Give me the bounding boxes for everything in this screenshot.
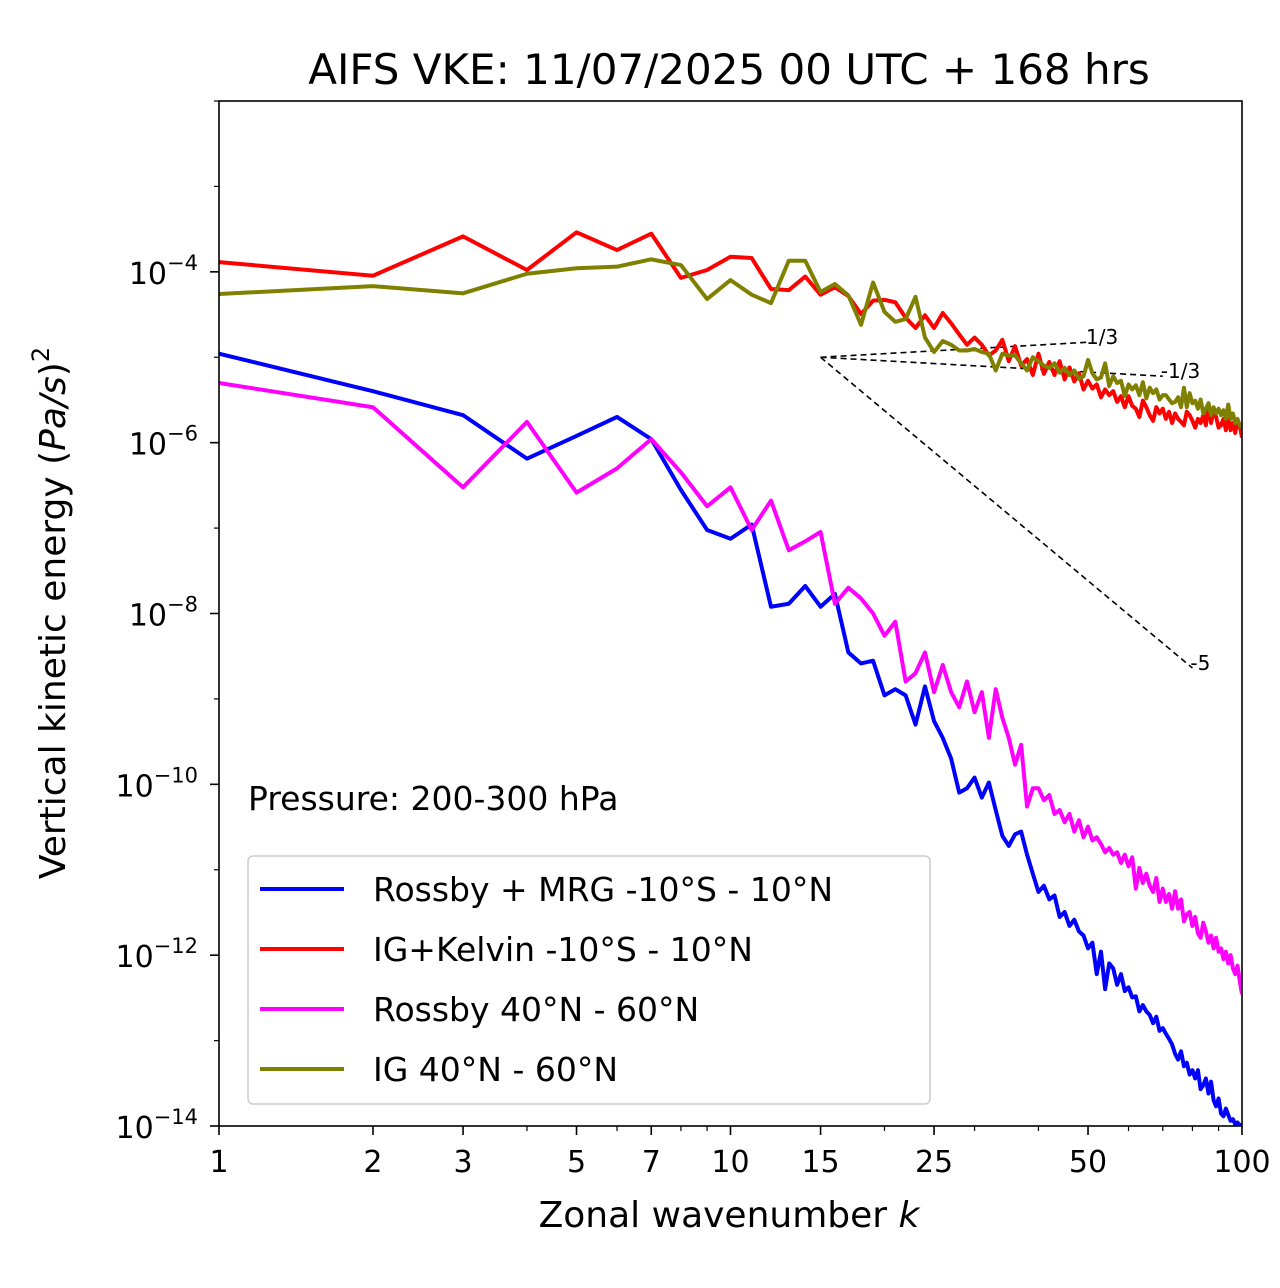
series-line <box>219 380 1242 995</box>
x-tick-label: 7 <box>642 1145 661 1180</box>
x-axis-label: Zonal wavenumber k <box>539 1195 922 1236</box>
y-tick-exponent: −10 <box>154 763 198 787</box>
legend-box <box>247 855 931 1105</box>
series-line <box>219 257 1242 429</box>
legend-label: Rossby + MRG -10°S - 10°N <box>373 870 833 909</box>
legend-label: IG 40°N - 60°N <box>373 1050 618 1089</box>
y-tick-label: 10−8 <box>129 593 198 634</box>
reference-line <box>820 341 1089 359</box>
y-axis-label: Vertical kinetic energy (Pa/s)2 <box>27 347 74 879</box>
series-line <box>219 351 1242 1126</box>
y-tick-base: 10 <box>115 769 153 804</box>
x-tick-label: 1 <box>209 1145 228 1180</box>
y-axis-ticks <box>210 100 219 1127</box>
y-tick-base: 10 <box>129 257 167 292</box>
reference-line-label: 1/3 <box>1086 325 1118 349</box>
y-tick-exponent: −8 <box>167 593 198 617</box>
reference-line-label: -5 <box>1190 651 1210 675</box>
x-tick-label: 25 <box>915 1145 953 1180</box>
y-tick-exponent: −14 <box>154 1105 198 1129</box>
y-tick-label: 10−10 <box>115 763 198 804</box>
y-tick-label: 10−12 <box>115 934 198 975</box>
y-tick-label: 10−6 <box>129 422 198 463</box>
x-tick-label: 2 <box>363 1145 382 1180</box>
legend: Rossby + MRG -10°S - 10°N IG+Kelvin -10°S… <box>247 855 931 1105</box>
reference-line <box>820 356 1193 669</box>
x-axis-label-var: k <box>899 1195 922 1236</box>
y-tick-base: 10 <box>115 940 153 975</box>
y-tick-label: 10−4 <box>129 251 198 292</box>
x-tick-label: 50 <box>1069 1145 1107 1180</box>
y-axis-label-suffix: ) <box>33 362 74 376</box>
x-tick-label: 15 <box>801 1145 839 1180</box>
x-axis-ticks <box>218 1126 1243 1135</box>
legend-label: IG+Kelvin -10°S - 10°N <box>373 930 753 969</box>
y-tick-base: 10 <box>115 1111 153 1146</box>
y-axis-label-prefix: Vertical kinetic energy ( <box>33 451 74 879</box>
x-axis-label-text: Zonal wavenumber <box>539 1195 888 1236</box>
x-tick-label: 3 <box>454 1145 473 1180</box>
x-tick-label: 100 <box>1213 1145 1270 1180</box>
reference-line-label: -1/3 <box>1161 359 1200 383</box>
chart-title: AIFS VKE: 11/07/2025 00 UTC + 168 hrs <box>308 45 1150 94</box>
x-tick-label: 5 <box>567 1145 586 1180</box>
data-series <box>219 230 1242 1126</box>
reference-line-labels: 1/3 -1/3 -5 <box>1086 325 1210 675</box>
y-tick-label: 10−14 <box>115 1105 198 1146</box>
y-axis-label-exp: 2 <box>27 347 55 362</box>
y-tick-base: 10 <box>129 599 167 634</box>
x-tick-label: 10 <box>711 1145 749 1180</box>
pressure-annotation: Pressure: 200-300 hPa <box>248 779 618 818</box>
y-tick-exponent: −4 <box>167 251 198 275</box>
x-axis-tick-labels: 1 2 3 5 7 10 15 25 50 100 <box>209 1145 1270 1180</box>
y-tick-exponent: −6 <box>167 422 198 446</box>
legend-label: Rossby 40°N - 60°N <box>373 990 699 1029</box>
y-axis-label-var: Pa/s <box>33 376 74 451</box>
y-tick-exponent: −12 <box>154 934 198 958</box>
y-tick-base: 10 <box>129 428 167 463</box>
